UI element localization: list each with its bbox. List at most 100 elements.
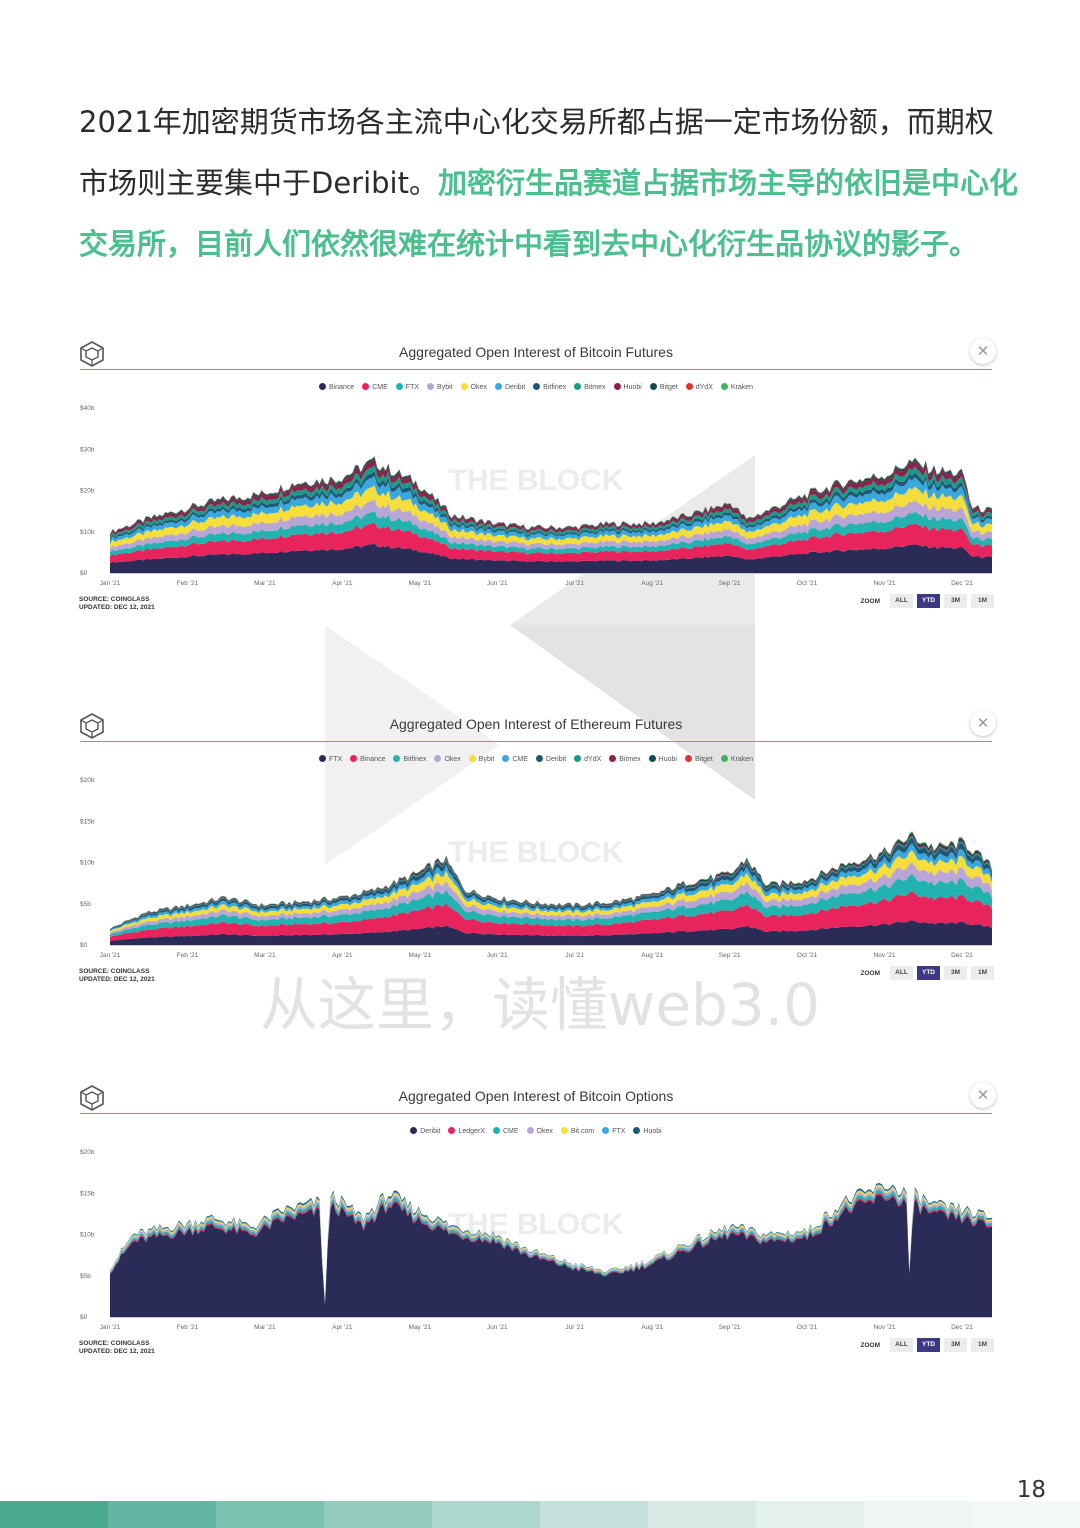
zoom-ytd-button[interactable]: YTD [917, 594, 940, 608]
footer-color-block [216, 1501, 324, 1528]
legend-item-bitmex[interactable]: Bitmex [574, 383, 606, 391]
legend-item-okex[interactable]: Okex [434, 755, 461, 763]
legend-item-deribit[interactable]: Deribit [535, 755, 566, 763]
legend-marker [492, 1127, 500, 1134]
zoom-all-button[interactable]: ALL [890, 966, 913, 980]
legend-label: Deribit [504, 384, 526, 391]
legend-item-cme[interactable]: CME [362, 383, 388, 391]
series-area-binance [110, 543, 992, 573]
legend-item-cme[interactable]: CME [492, 1127, 519, 1135]
legend-marker [350, 755, 358, 762]
legend-item-bybit[interactable]: Bybit [427, 383, 453, 391]
legend-item-binance[interactable]: Binance [318, 383, 354, 391]
y-tick-label: $20b [80, 1149, 95, 1156]
footer-color-block [972, 1501, 1080, 1528]
the-block-watermark-text: THE BLOCK [449, 464, 624, 497]
series-area-deribit [110, 476, 992, 544]
source-label: SOURCE: COINGLASS [79, 968, 150, 975]
legend-label: Binance [360, 756, 386, 763]
legend-item-dydx[interactable]: dYdX [574, 755, 601, 763]
legend-item-dydx[interactable]: dYdX [685, 383, 713, 391]
legend-item-okex[interactable]: Okex [526, 1127, 553, 1135]
zoom-ytd-button[interactable]: YTD [917, 1338, 940, 1352]
legend-marker [448, 1127, 456, 1134]
legend-marker [685, 383, 693, 390]
legend-item-ledgerx[interactable]: LedgerX [448, 1127, 485, 1135]
legend-item-bitget[interactable]: Bitget [649, 383, 678, 391]
x-tick-label: Jul '21 [565, 952, 584, 959]
close-icon[interactable]: ✕ [970, 338, 996, 364]
slogan-watermark: 从这里，读懂web3.0 [259, 971, 821, 1039]
source-label: SOURCE: COINGLASS [79, 596, 150, 603]
series-area-okex [110, 485, 992, 549]
zoom-1m-button[interactable]: 1M [971, 966, 994, 980]
legend-label: Bitget [694, 756, 713, 763]
legend-marker [720, 383, 728, 390]
footer-color-block [648, 1501, 756, 1528]
footer-color-block [756, 1501, 864, 1528]
legend-marker [574, 755, 582, 762]
legend-item-deribit[interactable]: Deribit [410, 1127, 440, 1135]
the-block-watermark-text: THE BLOCK [449, 836, 624, 869]
legend-item-huobi[interactable]: Huobi [633, 1127, 662, 1135]
x-tick-label: Oct '21 [797, 1324, 818, 1331]
legend-item-bit-com[interactable]: Bit.com [560, 1127, 594, 1135]
legend-item-okex[interactable]: Okex [460, 383, 487, 391]
legend-item-kraken[interactable]: Kraken [720, 383, 754, 391]
legend-item-kraken[interactable]: Kraken [720, 755, 753, 763]
zoom-3m-button[interactable]: 3M [944, 594, 967, 608]
legend-item-bitmex[interactable]: Bitmex [609, 755, 641, 763]
legend-item-huobi[interactable]: Huobi [613, 383, 642, 391]
legend-marker [393, 755, 401, 762]
zoom-all-button[interactable]: ALL [890, 594, 913, 608]
chart-title: Aggregated Open Interest of Bitcoin Opti… [398, 1088, 674, 1104]
footer-color-block [108, 1501, 216, 1528]
legend-item-huobi[interactable]: Huobi [648, 755, 677, 763]
legend-item-ftx[interactable]: FTX [395, 383, 419, 391]
chart-title: Aggregated Open Interest of Bitcoin Futu… [399, 344, 673, 360]
x-tick-label: Jul '21 [565, 580, 584, 587]
legend-item-cme[interactable]: CME [502, 755, 528, 763]
chart-source: SOURCE: COINGLASS UPDATED: DEC 12, 2021 [79, 1340, 155, 1356]
close-icon[interactable]: ✕ [970, 1082, 996, 1108]
footer-color-block [540, 1501, 648, 1528]
chart-panel-bitcoin-futures: Aggregated Open Interest of Bitcoin Futu… [76, 332, 996, 622]
series-area-bybit [110, 499, 992, 553]
legend-label: Bitfinex [403, 756, 427, 763]
zoom-1m-button[interactable]: 1M [971, 1338, 994, 1352]
zoom-1m-button[interactable]: 1M [971, 594, 994, 608]
close-icon[interactable]: ✕ [970, 710, 996, 736]
chart-legend: Binance CME FTX Bybit Okex Deribit Bitfinex Bit… [76, 383, 996, 391]
x-tick-label: Jan '21 [100, 952, 121, 959]
legend-marker [318, 383, 326, 390]
zoom-label: ZOOM [860, 969, 881, 977]
legend-label: Okex [536, 1128, 553, 1135]
updated-label: UPDATED: DEC 12, 2021 [79, 1348, 155, 1355]
legend-item-bybit[interactable]: Bybit [468, 755, 494, 763]
x-tick-label: Sep '21 [719, 580, 741, 587]
legend-item-binance[interactable]: Binance [350, 755, 385, 763]
legend-marker [649, 383, 657, 390]
legend-item-ftx[interactable]: FTX [602, 1127, 625, 1135]
zoom-3m-button[interactable]: 3M [944, 1338, 967, 1352]
zoom-controls: ZOOM ALL YTD 3M 1M [861, 594, 994, 608]
y-tick-label: $0 [80, 1314, 88, 1321]
legend-item-bitget[interactable]: Bitget [684, 755, 713, 763]
x-tick-label: Oct '21 [797, 580, 818, 587]
x-tick-label: Sep '21 [719, 952, 741, 959]
zoom-ytd-button[interactable]: YTD [917, 966, 940, 980]
legend-item-deribit[interactable]: Deribit [494, 383, 526, 391]
legend-label: Kraken [730, 384, 754, 391]
legend-item-bitfinex[interactable]: Bitfinex [393, 755, 426, 763]
footer-color-block [864, 1501, 972, 1528]
zoom-3m-button[interactable]: 3M [944, 966, 967, 980]
x-tick-label: Dec '21 [951, 952, 973, 959]
legend-marker [395, 383, 403, 390]
zoom-all-button[interactable]: ALL [890, 1338, 913, 1352]
x-tick-label: Apr '21 [332, 1324, 353, 1331]
legend-label: LedgerX [458, 1128, 485, 1135]
legend-item-bitfinex[interactable]: Bitfinex [533, 383, 566, 391]
legend-label: Bitmex [584, 384, 606, 391]
footer-color-block [432, 1501, 540, 1528]
legend-item-ftx[interactable]: FTX [318, 755, 342, 763]
